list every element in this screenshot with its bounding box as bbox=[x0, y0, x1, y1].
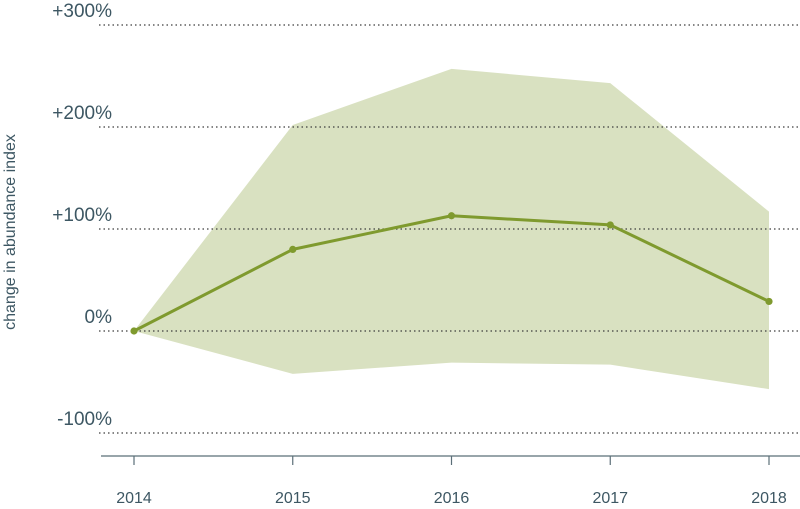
data-point-2018 bbox=[765, 297, 773, 306]
data-point-2017 bbox=[606, 221, 614, 229]
x-tick-label-3: 2017 bbox=[592, 490, 628, 507]
x-axis bbox=[101, 455, 800, 465]
data-point-2016 bbox=[447, 212, 456, 220]
x-tick-label-4: 2018 bbox=[751, 490, 787, 507]
y-tick-label-3: +200% bbox=[52, 103, 112, 124]
x-tick-label-1: 2015 bbox=[275, 490, 311, 507]
y-tick-label-0: -100% bbox=[57, 409, 112, 430]
y-axis-title: change in abundance index bbox=[2, 134, 19, 330]
data-point-2015 bbox=[289, 245, 297, 253]
x-tick-label-2: 2016 bbox=[434, 490, 470, 507]
y-tick-label-1: 0% bbox=[85, 307, 113, 328]
data-point-2014 bbox=[130, 327, 138, 335]
y-tick-label-4: +300% bbox=[52, 1, 112, 22]
x-tick-label-0: 2014 bbox=[116, 490, 152, 507]
series-layer bbox=[130, 212, 773, 335]
x-tick-labels: 2014 2015 2016 2017 2018 bbox=[116, 490, 787, 507]
y-tick-labels: -100% 0% +100% +200% +300% bbox=[52, 1, 112, 430]
y-tick-label-2: +100% bbox=[52, 205, 112, 226]
